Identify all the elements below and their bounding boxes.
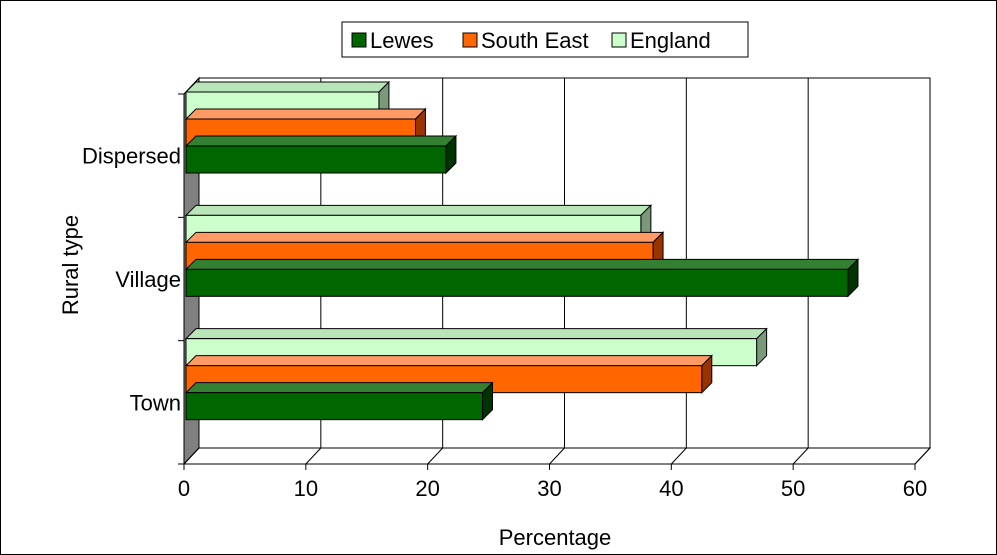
x-tick-label-40: 40	[659, 476, 683, 501]
floor-line-0	[183, 447, 200, 465]
bar-front-face	[185, 145, 447, 174]
floor-line-50	[792, 447, 809, 465]
x-tick-label-30: 30	[537, 476, 561, 501]
bar-town-lewes	[184, 381, 494, 421]
bar-front-face	[185, 268, 849, 297]
floor-line-10	[305, 447, 322, 465]
legend-label-lewes: Lewes	[370, 28, 434, 53]
floor-line-40	[670, 447, 687, 465]
tick-labels: 0 10 20 30 40 50 60	[178, 476, 927, 501]
bar-top-face	[184, 382, 494, 394]
bar-top-face	[184, 328, 768, 340]
floor-line-30	[549, 447, 565, 465]
x-tick-label-60: 60	[903, 476, 927, 501]
legend-swatch-lewes	[351, 32, 367, 48]
category-label-village: Village	[115, 267, 181, 292]
bar-front-face	[185, 392, 483, 421]
bar-top-face	[184, 231, 665, 243]
bar-dispersed-lewes	[184, 134, 458, 175]
legend-box	[341, 21, 749, 58]
category-labels: Dispersed Village Town	[82, 144, 181, 416]
legend-label-south-east: South East	[481, 28, 589, 53]
bar-top-face	[184, 204, 653, 216]
bar-village-lewes	[184, 258, 860, 298]
legend-label-england: England	[630, 28, 711, 53]
x-tick-label-20: 20	[415, 476, 439, 501]
y-axis-title: Rural type	[58, 215, 83, 315]
category-label-dispersed: Dispersed	[82, 144, 181, 169]
floor-line-60	[914, 447, 931, 465]
bar-top-face	[184, 355, 713, 367]
bar-top-face	[184, 135, 458, 147]
x-tick-label-50: 50	[781, 476, 805, 501]
bar-top-face	[184, 258, 860, 270]
x-tick-label-10: 10	[294, 476, 318, 501]
x-tick-label-0: 0	[178, 476, 190, 501]
floor-line-20	[427, 447, 444, 465]
category-label-town: Town	[130, 390, 181, 415]
bar-top-face	[184, 81, 391, 93]
axes	[178, 93, 916, 470]
legend: Lewes South East England	[341, 21, 749, 58]
bars	[184, 80, 860, 421]
legend-swatch-south-east	[462, 32, 478, 48]
x-axis-title: Percentage	[499, 525, 612, 550]
bar-top-face	[184, 108, 427, 120]
legend-swatch-england	[611, 32, 627, 48]
